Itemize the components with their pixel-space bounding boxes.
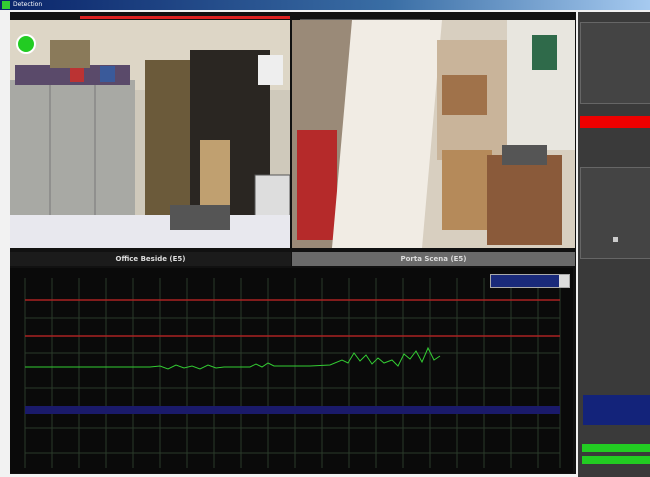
control-panel (578, 12, 650, 477)
range-dropdown[interactable] (490, 274, 570, 288)
camera-caption: Porta Scena (E5) (292, 252, 575, 266)
level-bar (582, 456, 650, 464)
settings-group (580, 22, 650, 104)
status-bar (80, 16, 290, 19)
app-icon (2, 1, 10, 9)
camera-view[interactable] (292, 20, 575, 248)
camera-view[interactable] (10, 20, 290, 248)
camera-caption: Office Beside (E5) (10, 252, 291, 266)
alarm-indicator (580, 116, 650, 128)
signal-graph (10, 268, 573, 473)
logo (583, 395, 650, 425)
slider-thumb[interactable] (613, 237, 618, 242)
slider-group (580, 167, 650, 259)
window-title: Detection (13, 0, 42, 10)
title-bar: Detection (0, 0, 650, 10)
level-bar (582, 444, 650, 452)
dropdown-arrow[interactable] (559, 275, 569, 287)
app-window: Detection Office Bes (0, 0, 650, 477)
